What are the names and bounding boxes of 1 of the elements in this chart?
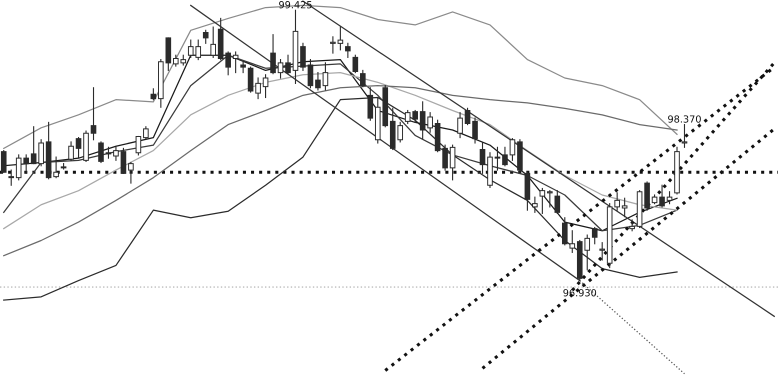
annotation: 98.370	[668, 115, 701, 123]
